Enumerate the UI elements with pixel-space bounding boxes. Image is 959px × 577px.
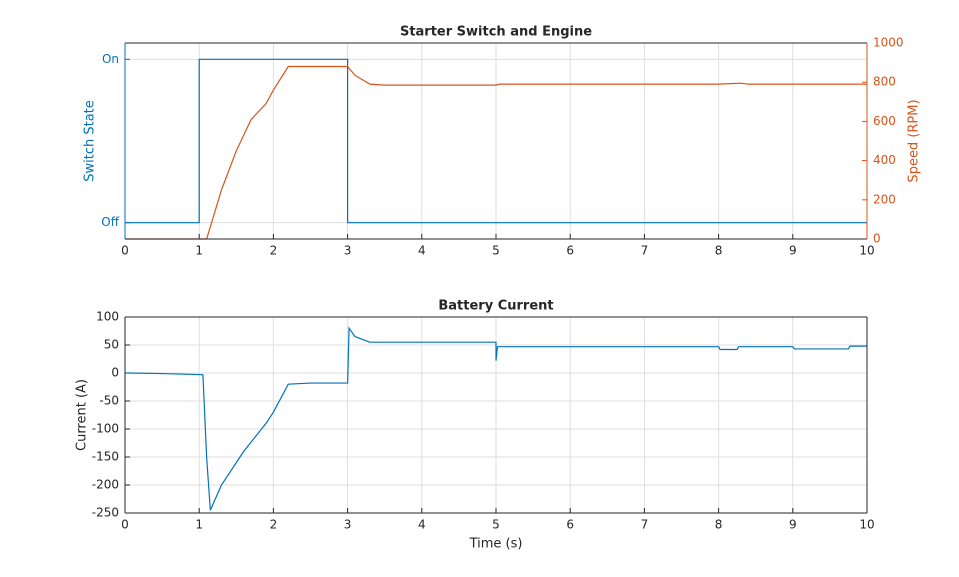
data-line xyxy=(125,65,867,240)
x-tick-label: 3 xyxy=(344,518,352,532)
x-tick-label: 4 xyxy=(418,518,426,532)
y-tick-label: Off xyxy=(101,215,119,229)
chart-title: Battery Current xyxy=(438,299,553,314)
x-axis-label: Time (s) xyxy=(469,537,523,552)
y-tick-label: -250 xyxy=(92,506,119,520)
y-tick-label: -150 xyxy=(92,450,119,464)
x-tick-label: 5 xyxy=(492,518,500,532)
x-tick-label: 0 xyxy=(121,518,129,532)
y-tick-label: -100 xyxy=(92,422,119,436)
x-tick-label: 7 xyxy=(641,518,649,532)
x-tick-label: 2 xyxy=(270,244,278,258)
y-tick-label: -50 xyxy=(99,394,119,408)
y-tick-label: -200 xyxy=(92,478,119,492)
chart-title: Starter Switch and Engine xyxy=(400,25,592,40)
y2-tick-label: 400 xyxy=(873,153,896,167)
x-tick-label: 10 xyxy=(859,518,874,532)
data-line xyxy=(124,326,867,511)
y2-tick-label: 600 xyxy=(873,114,896,128)
x-tick-label: 2 xyxy=(270,518,278,532)
x-tick-label: 7 xyxy=(641,244,649,258)
x-tick-label: 1 xyxy=(195,244,203,258)
y2-tick-label: 1000 xyxy=(873,36,904,50)
x-tick-label: 9 xyxy=(789,518,797,532)
y-axis-label: Current (A) xyxy=(75,379,90,451)
y2-tick-label: 800 xyxy=(873,75,896,89)
y-tick-label: 100 xyxy=(96,310,119,324)
y2-tick-label: 200 xyxy=(873,192,896,206)
x-tick-label: 3 xyxy=(344,244,352,258)
x-tick-label: 4 xyxy=(418,244,426,258)
y2-axis-label: Speed (RPM) xyxy=(907,99,922,182)
x-tick-label: 1 xyxy=(195,518,203,532)
x-tick-label: 10 xyxy=(859,244,874,258)
x-tick-label: 6 xyxy=(566,244,574,258)
y-tick-label: On xyxy=(102,52,119,66)
data-line xyxy=(125,58,867,224)
y2-tick-label: 0 xyxy=(873,232,881,246)
y-tick-label: 50 xyxy=(104,338,119,352)
x-tick-label: 6 xyxy=(566,518,574,532)
x-tick-label: 0 xyxy=(121,244,129,258)
y-axis-label: Switch State xyxy=(83,100,98,182)
y-tick-label: 0 xyxy=(111,366,119,380)
x-tick-label: 8 xyxy=(715,518,723,532)
x-tick-label: 9 xyxy=(789,244,797,258)
x-tick-label: 8 xyxy=(715,244,723,258)
x-tick-label: 5 xyxy=(492,244,500,258)
